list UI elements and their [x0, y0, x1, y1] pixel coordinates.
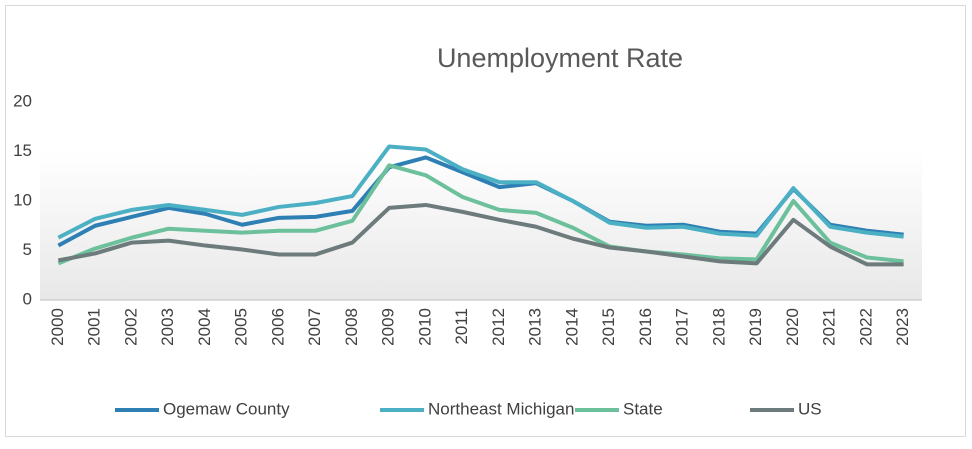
x-tick-label: 2018 — [709, 308, 728, 346]
x-tick-label: 2023 — [893, 308, 912, 346]
x-tick-label: 2011 — [452, 308, 471, 345]
x-tick-label: 2015 — [599, 308, 618, 346]
x-tick-label: 2010 — [415, 308, 434, 346]
series-line — [57, 163, 904, 266]
y-tick-label: 5 — [23, 240, 32, 259]
x-tick-label: 2002 — [121, 308, 140, 346]
x-tick-label: 2005 — [232, 308, 251, 346]
legend-label: Ogemaw County — [163, 399, 290, 418]
x-tick-label: 2020 — [783, 308, 802, 346]
x-tick-label: 2014 — [562, 308, 581, 346]
x-tick-label: 2017 — [673, 308, 692, 346]
x-tick-label: 2003 — [158, 308, 177, 346]
x-tick-label: 2021 — [820, 308, 839, 346]
legend-label: Northeast Michigan — [428, 399, 574, 418]
x-tick-label: 2013 — [526, 308, 545, 346]
x-tick-label: 2009 — [379, 308, 398, 346]
x-tick-label: 2001 — [85, 308, 104, 346]
y-tick-label: 15 — [13, 141, 32, 160]
x-tick-label: 2006 — [268, 308, 287, 346]
x-tick-label: 2019 — [746, 308, 765, 346]
x-tick-label: 2004 — [195, 308, 214, 346]
legend-label: State — [623, 399, 663, 418]
y-tick-label: 0 — [23, 289, 32, 308]
x-tick-label: 2012 — [489, 308, 508, 346]
series-line — [57, 144, 904, 240]
y-tick-label: 20 — [13, 91, 32, 110]
x-tick-label: 2016 — [636, 308, 655, 346]
chart-title: Unemployment Rate — [437, 43, 683, 73]
x-tick-label: 2008 — [342, 308, 361, 346]
x-tick-label: 2022 — [856, 308, 875, 346]
x-tick-label: 2000 — [48, 308, 67, 346]
y-tick-label: 10 — [13, 190, 32, 209]
x-tick-label: 2007 — [305, 308, 324, 346]
series-line — [58, 202, 904, 267]
legend-label: US — [798, 399, 822, 418]
